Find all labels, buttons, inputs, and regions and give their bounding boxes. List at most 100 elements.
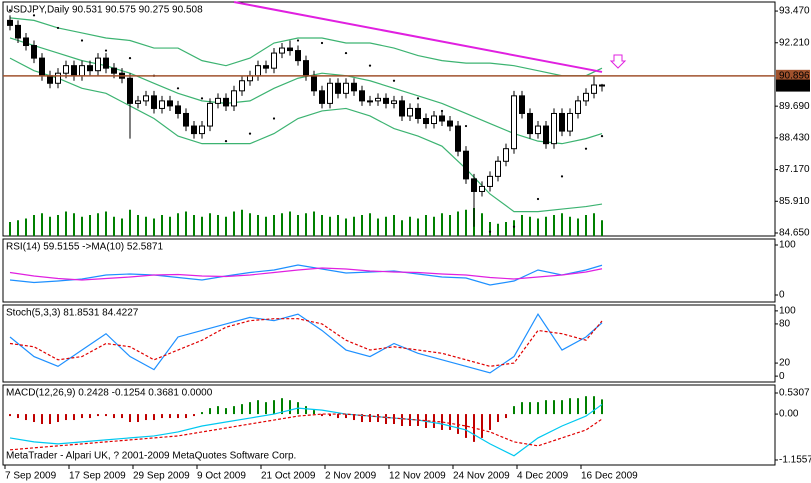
volume-bar: [201, 216, 203, 236]
volume-bar: [289, 211, 291, 236]
candle-body: [327, 82, 333, 104]
volume-bar: [553, 215, 555, 236]
volume-bar: [561, 213, 563, 236]
sar-dot: [224, 140, 228, 143]
x-tick-label: 21 Oct 2009: [261, 471, 316, 482]
volume-bar: [41, 213, 43, 236]
x-tick-label: 17 Sep 2009: [69, 471, 126, 482]
volume-bar: [417, 218, 419, 236]
volume-bar: [585, 215, 587, 236]
volume-bar: [505, 222, 507, 236]
histogram-bar: [129, 414, 131, 423]
candle-body: [47, 75, 53, 84]
candle-body: [543, 125, 549, 145]
x-tick-label: 7 Sep 2009: [5, 471, 57, 482]
volume-bar: [545, 216, 547, 236]
volume-bar: [153, 218, 155, 236]
histogram-bar: [17, 414, 19, 419]
candle-body: [343, 82, 349, 94]
volume-bar: [353, 216, 355, 236]
volume-bar: [73, 213, 75, 236]
candle-body: [183, 112, 189, 127]
y-tick-label: 87.170: [779, 164, 810, 175]
volume-bar: [129, 209, 131, 236]
x-tick-label: 12 Nov 2009: [389, 471, 446, 482]
histogram-bar: [449, 414, 451, 430]
histogram-bar: [377, 414, 379, 423]
candle-body: [151, 95, 157, 109]
histogram-bar: [257, 400, 259, 415]
histogram-bar: [601, 399, 603, 415]
candle-body: [367, 100, 373, 103]
candle-body: [519, 95, 525, 114]
candle-body: [463, 150, 469, 180]
histogram-bar: [409, 414, 411, 426]
candle-body: [255, 65, 261, 77]
sar-dot: [368, 64, 372, 67]
volume-bar: [401, 220, 403, 236]
sar-dot: [176, 87, 180, 90]
histogram-bar: [185, 414, 187, 419]
sar-dot: [464, 124, 468, 128]
sar-dot: [344, 51, 348, 55]
candle-body: [535, 125, 541, 135]
candle-body: [527, 112, 533, 135]
histogram-bar: [249, 402, 251, 415]
volume-bar: [145, 216, 147, 236]
histogram-bar: [569, 398, 571, 415]
volume-bar: [169, 216, 171, 236]
candle-body: [303, 60, 309, 77]
volume-bar: [281, 213, 283, 236]
candle-body: [551, 112, 557, 145]
candle-body: [431, 115, 437, 125]
y-tick-label: 0.5307: [779, 388, 810, 399]
histogram-bar: [593, 396, 595, 415]
y-tick-label: 100: [779, 306, 796, 317]
volume-bar: [265, 216, 267, 236]
candle-body: [407, 107, 413, 117]
histogram-bar: [121, 414, 123, 419]
histogram-bar: [313, 410, 315, 415]
sar-dot: [200, 97, 204, 100]
volume-bar: [241, 209, 243, 236]
candle-body: [415, 107, 421, 119]
volume-bar: [457, 211, 459, 236]
candle-body: [567, 112, 573, 132]
volume-bar: [449, 215, 451, 236]
candle-body: [103, 57, 109, 69]
candle-body: [39, 57, 45, 77]
histogram-bar: [401, 414, 403, 426]
candle-body: [447, 120, 453, 127]
volume-bar: [593, 213, 595, 236]
candle-body: [511, 95, 517, 150]
histogram-bar: [57, 414, 59, 423]
histogram-bar: [505, 414, 507, 419]
histogram-bar: [193, 414, 195, 417]
volume-bar: [209, 213, 211, 236]
candle-body: [479, 185, 485, 192]
histogram-bar: [481, 414, 483, 438]
candle-body: [31, 45, 37, 59]
candle-body: [375, 97, 381, 102]
volume-bar: [577, 218, 579, 236]
histogram-bar: [9, 414, 11, 417]
histogram-bar: [241, 404, 243, 415]
indicator-line: [9, 57, 603, 213]
panel-frame: [2, 384, 776, 466]
histogram-bar: [585, 396, 587, 415]
histogram-bar: [513, 406, 515, 415]
sar-dot: [248, 132, 252, 135]
histogram-bar: [465, 414, 467, 438]
candle-body: [191, 125, 197, 135]
candle-body: [471, 178, 477, 192]
histogram-bar: [281, 398, 283, 415]
histogram-bar: [345, 414, 347, 419]
histogram-bar: [305, 406, 307, 415]
candle-body: [311, 75, 317, 92]
price-label-bg: [776, 69, 810, 82]
volume-bar: [465, 209, 467, 236]
sar-dot: [56, 26, 60, 30]
volume-bar: [57, 215, 59, 236]
volume-bar: [65, 211, 67, 236]
